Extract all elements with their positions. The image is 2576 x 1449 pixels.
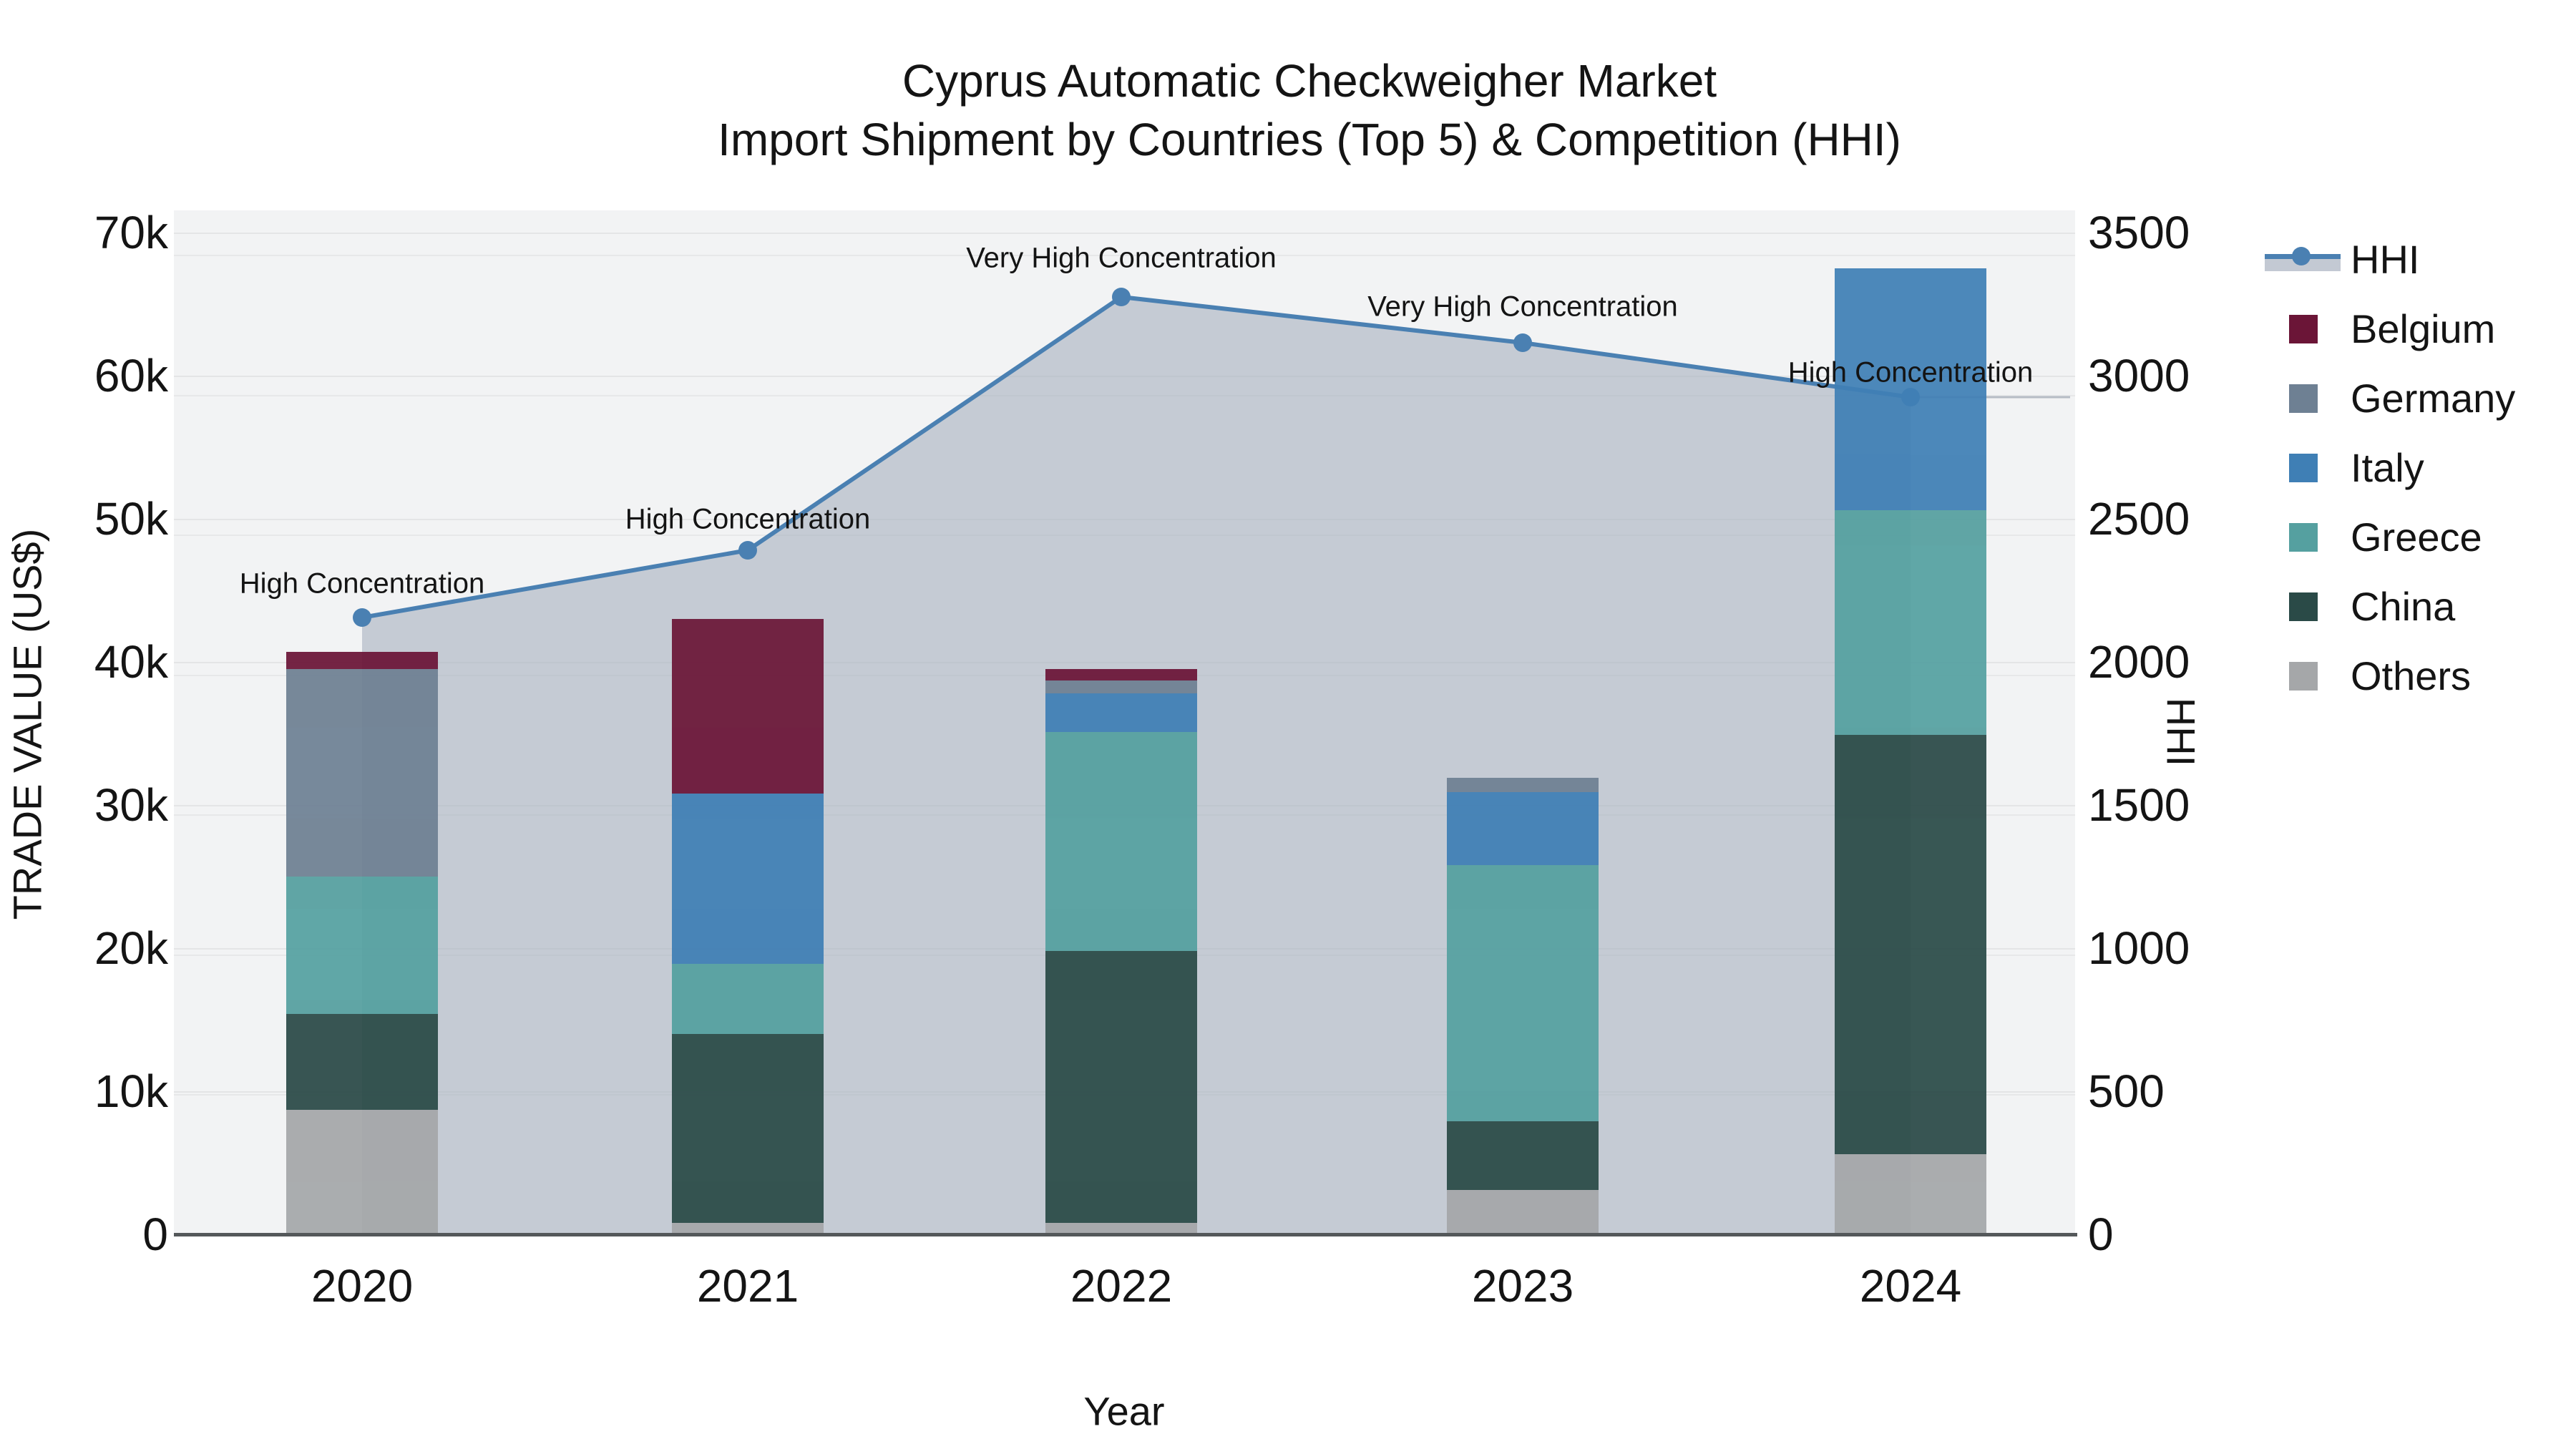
bar-segment-2023-others[interactable] [1447,1190,1599,1234]
legend-label-china: China [2351,584,2456,629]
bar-segment-2024-china[interactable] [1835,735,1986,1154]
legend-swatch-italy [2289,454,2318,482]
y-left-tick-0: 0 [142,1209,168,1260]
chart-title-line2: Import Shipment by Countries (Top 5) & C… [718,114,1901,165]
legend-label-hhi: HHI [2351,237,2420,282]
y-left-tick-30k: 30k [94,779,168,831]
hhi-marker-2023[interactable] [1513,333,1532,352]
x-tick-2024: 2024 [1859,1260,1962,1312]
y-right-tick-2000: 2000 [2088,636,2190,688]
bar-segment-2022-germany[interactable] [1045,680,1197,693]
y-left-tick-70k: 70k [94,207,168,258]
bar-2023[interactable] [1447,778,1599,1234]
legend-item-china[interactable]: China [2265,585,2455,628]
bar-2022[interactable] [1045,669,1197,1234]
y-right-tick-3500: 3500 [2088,207,2190,258]
bar-segment-2020-belgium[interactable] [286,652,438,669]
y-right-tick-3000: 3000 [2088,350,2190,401]
y-right-tick-2500: 2500 [2088,493,2190,545]
bar-segment-2024-italy[interactable] [1835,268,1986,510]
bar-2024[interactable] [1835,268,1986,1234]
y-right-tick-500: 500 [2088,1065,2165,1117]
annotation-2021: High Concentration [625,503,871,535]
bar-segment-2021-greece[interactable] [672,964,824,1034]
legend-swatch-belgium [2289,315,2318,343]
bar-segment-2024-others[interactable] [1835,1154,1986,1234]
y-left-tick-50k: 50k [94,493,168,545]
x-axis-line [174,1233,2077,1236]
hhi-marker-2022[interactable] [1112,288,1131,306]
gridline-major [174,233,2075,234]
bar-segment-2022-greece[interactable] [1045,732,1197,951]
annotation-2024: High Concentration [1787,356,2034,389]
bar-segment-2020-china[interactable] [286,1014,438,1110]
legend-label-greece: Greece [2351,514,2482,560]
y-right-tick-0: 0 [2088,1209,2114,1260]
y-right-tick-1500: 1500 [2088,779,2190,831]
bar-segment-2022-belgium[interactable] [1045,669,1197,680]
legend-label-italy: Italy [2351,445,2424,490]
bar-segment-2023-china[interactable] [1447,1121,1599,1190]
bar-segment-2023-germany[interactable] [1447,778,1599,792]
x-tick-2023: 2023 [1471,1260,1574,1312]
bar-segment-2021-china[interactable] [672,1034,824,1223]
legend-item-italy[interactable]: Italy [2265,447,2424,489]
legend-label-others: Others [2351,653,2472,698]
y-left-tick-60k: 60k [94,350,168,401]
bar-segment-2021-belgium[interactable] [672,619,824,794]
legend-swatch-china [2289,592,2318,621]
bar-segment-2020-greece[interactable] [286,877,438,1014]
legend-swatch-others [2289,662,2318,691]
annotation-2020: High Concentration [239,567,485,600]
hhi-legend-swatch [2265,244,2341,275]
legend-label-belgium: Belgium [2351,306,2496,351]
legend-item-hhi[interactable]: HHI [2265,238,2419,281]
bar-2021[interactable] [672,619,824,1234]
bar-segment-2022-others[interactable] [1045,1223,1197,1234]
y-left-tick-10k: 10k [94,1065,168,1117]
x-tick-2022: 2022 [1070,1260,1173,1312]
legend-swatch-germany [2289,384,2318,413]
x-tick-2020: 2020 [311,1260,414,1312]
annotation-2022: Very High Concentration [966,242,1277,274]
x-axis-title: Year [1083,1388,1165,1434]
annotation-2023: Very High Concentration [1367,291,1678,323]
legend-item-germany[interactable]: Germany [2265,377,2515,420]
bar-segment-2022-italy[interactable] [1045,693,1197,732]
bar-segment-2021-others[interactable] [672,1223,824,1234]
x-tick-2021: 2021 [696,1260,799,1312]
bar-segment-2024-greece[interactable] [1835,510,1986,735]
bar-segment-2020-others[interactable] [286,1110,438,1234]
chart-title-line1: Cyprus Automatic Checkweigher Market [902,55,1717,107]
chart-title: Cyprus Automatic Checkweigher Market Imp… [718,52,1901,169]
y-left-tick-40k: 40k [94,636,168,688]
bar-segment-2020-germany[interactable] [286,669,438,877]
legend-label-germany: Germany [2351,376,2516,421]
y-right-tick-1000: 1000 [2088,922,2190,974]
bar-segment-2023-italy[interactable] [1447,792,1599,865]
legend-swatch-greece [2289,523,2318,552]
hhi-marker-2021[interactable] [738,541,757,560]
legend-item-greece[interactable]: Greece [2265,516,2482,559]
bar-segment-2022-china[interactable] [1045,951,1197,1223]
legend-item-belgium[interactable]: Belgium [2265,308,2495,351]
bar-2020[interactable] [286,652,438,1234]
legend-item-others[interactable]: Others [2265,655,2471,698]
gridline-secondary [174,255,2075,257]
y-left-tick-20k: 20k [94,922,168,974]
hhi-marker-2020[interactable] [353,608,371,627]
bar-segment-2021-italy[interactable] [672,794,824,964]
bar-segment-2023-greece[interactable] [1447,865,1599,1121]
